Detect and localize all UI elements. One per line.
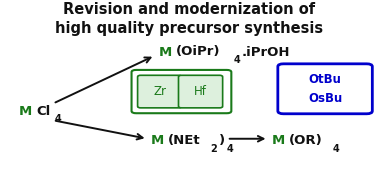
Text: 2: 2: [211, 144, 217, 154]
Text: Hf: Hf: [194, 85, 207, 98]
Text: 4: 4: [333, 144, 339, 154]
Text: 4: 4: [233, 55, 240, 65]
Text: 4: 4: [54, 114, 61, 124]
FancyBboxPatch shape: [132, 70, 231, 113]
FancyBboxPatch shape: [278, 64, 372, 114]
Text: Revision and modernization of
high quality precursor synthesis: Revision and modernization of high quali…: [55, 2, 323, 36]
FancyBboxPatch shape: [178, 75, 223, 108]
Text: OsBu: OsBu: [308, 92, 342, 105]
Text: OtBu: OtBu: [309, 73, 341, 86]
Text: Cl: Cl: [36, 105, 50, 118]
FancyBboxPatch shape: [138, 75, 182, 108]
Text: 4: 4: [227, 144, 234, 154]
Text: M: M: [19, 105, 32, 118]
Text: Zr: Zr: [153, 85, 166, 98]
Text: (NEt: (NEt: [168, 134, 201, 147]
Text: M: M: [151, 134, 164, 147]
Text: .iPrOH: .iPrOH: [242, 46, 290, 58]
Text: (OR): (OR): [289, 134, 323, 147]
Text: (OiPr): (OiPr): [176, 46, 220, 58]
Text: M: M: [272, 134, 285, 147]
Text: M: M: [159, 46, 172, 58]
Text: ): ): [219, 134, 225, 147]
